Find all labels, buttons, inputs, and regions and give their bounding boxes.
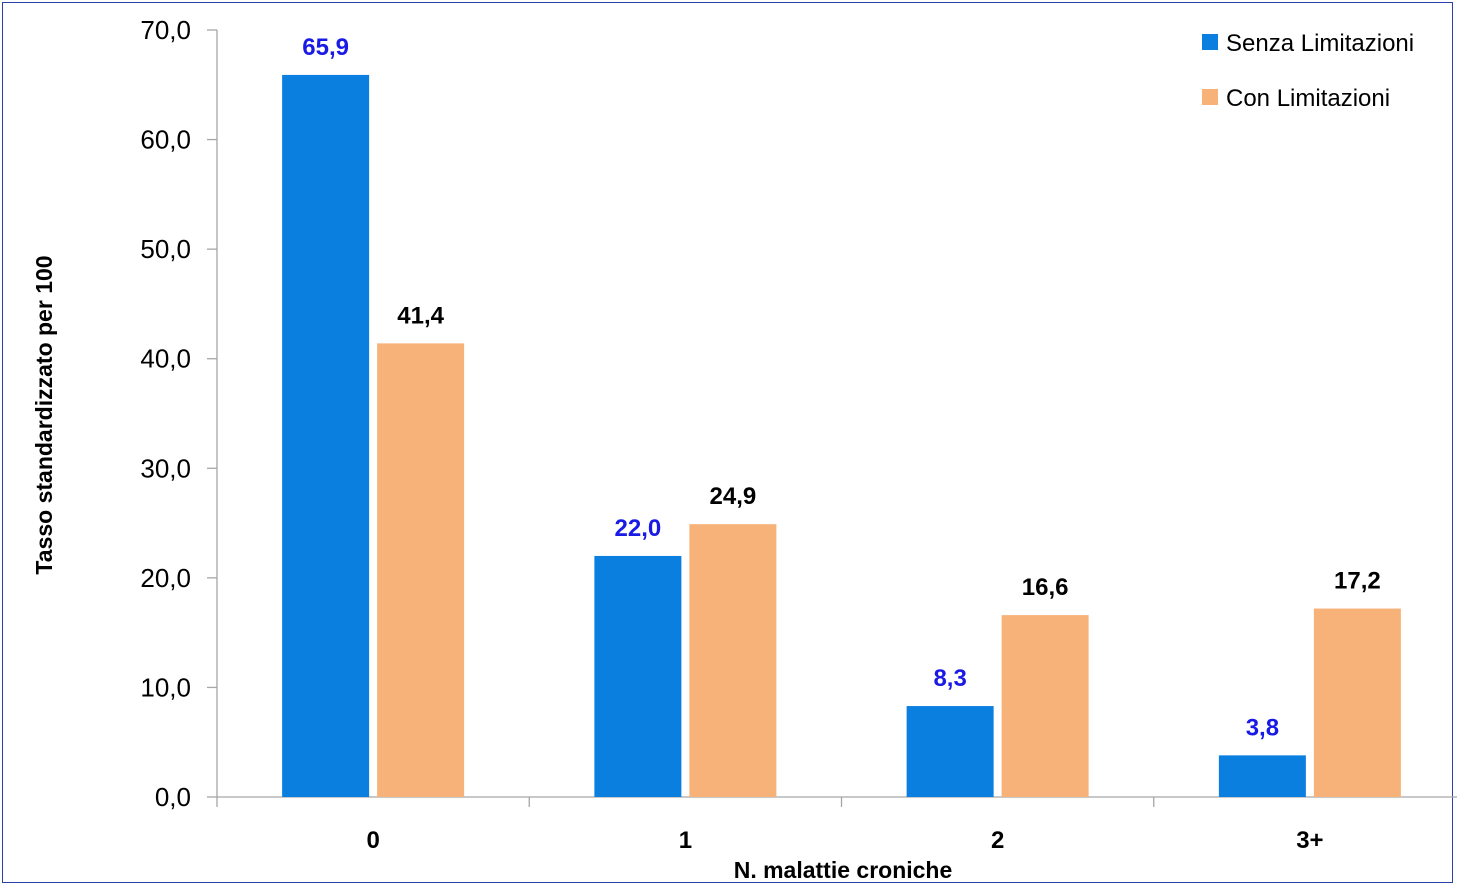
data-label: 41,4	[397, 302, 444, 329]
bar	[1218, 755, 1306, 797]
bar	[689, 524, 777, 797]
data-label: 24,9	[710, 483, 757, 510]
x-tick-label: 3+	[1296, 827, 1323, 854]
bar	[282, 74, 370, 797]
y-tick-label: 40,0	[140, 344, 191, 374]
data-labels: 65,9 41,4 22,0 24,9 8,3 16,6 3,8 17,2	[302, 34, 1380, 741]
y-tick-label: 10,0	[140, 672, 191, 702]
data-label: 8,3	[933, 665, 966, 692]
x-axis-title: N. malattie croniche	[734, 857, 953, 883]
y-axis-title: Tasso standardizzato per 100	[31, 255, 57, 574]
y-tick-label: 30,0	[140, 453, 191, 483]
y-tick-label: 50,0	[140, 234, 191, 264]
bar	[1313, 608, 1401, 797]
x-axis: 0 1 2 3+	[216, 796, 1457, 854]
y-axis: 0,0 10,0 20,0 30,0 40,0 50,0 60,0 70,0	[140, 15, 218, 812]
x-tick-label: 1	[679, 827, 692, 854]
data-label: 65,9	[302, 34, 349, 61]
bar	[906, 706, 994, 797]
data-label: 22,0	[615, 515, 662, 542]
y-tick-label: 60,0	[140, 125, 191, 155]
legend-label-con: Con Limitazioni	[1226, 85, 1390, 112]
bar	[594, 555, 682, 797]
y-tick-label: 0,0	[155, 782, 191, 812]
legend: Senza Limitazioni Con Limitazioni	[1202, 30, 1414, 112]
legend-swatch-senza	[1202, 34, 1218, 50]
x-tick-label: 0	[366, 827, 379, 854]
bar	[1001, 615, 1089, 797]
y-tick-label: 70,0	[140, 15, 191, 45]
data-label: 17,2	[1334, 568, 1381, 595]
bar	[377, 343, 465, 797]
x-tick-label: 2	[991, 827, 1004, 854]
data-label: 16,6	[1022, 574, 1069, 601]
bars	[282, 74, 1401, 797]
y-tick-label: 20,0	[140, 563, 191, 593]
legend-swatch-con	[1202, 89, 1218, 105]
data-label: 3,8	[1246, 714, 1279, 741]
legend-label-senza: Senza Limitazioni	[1226, 30, 1414, 57]
